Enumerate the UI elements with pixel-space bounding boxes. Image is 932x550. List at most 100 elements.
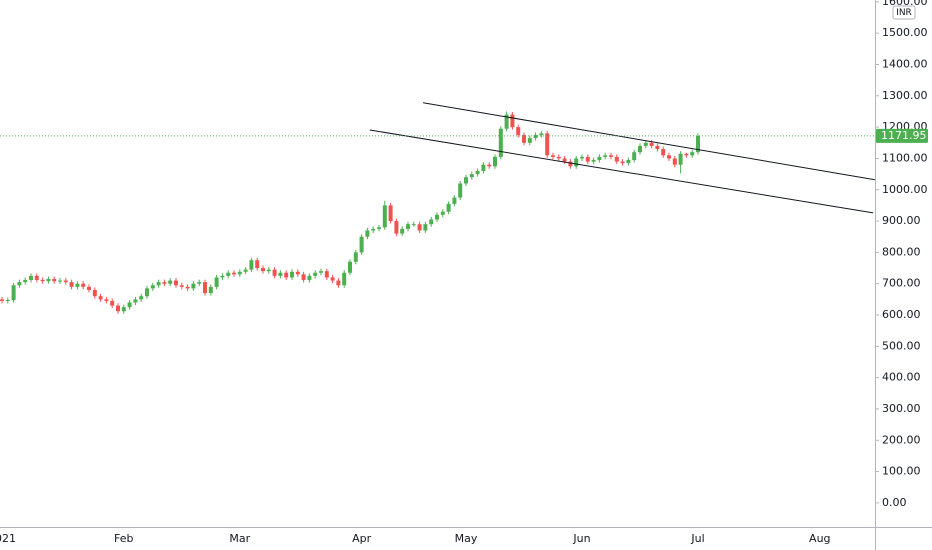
candle-body [458,183,463,198]
candle-body [272,269,277,276]
x-tick-label: Feb [114,532,133,545]
candle-body [295,271,300,275]
candle-body [603,155,608,157]
y-tick-label: 800.00 [882,245,921,258]
candle-body [556,156,561,159]
candle-body [34,275,39,280]
candle-body [626,160,631,164]
candle-body [539,133,544,135]
y-tick-label: 600.00 [882,308,921,321]
candle-body [510,114,515,128]
y-tick-label: 200.00 [882,433,921,446]
candle-body [330,277,335,281]
candle-body [655,145,660,150]
candle-body [168,280,173,284]
candle-body [214,277,219,287]
candle-body [452,197,457,204]
candle-body [243,269,248,272]
y-tick-label: 1000.00 [882,183,928,196]
candle-body [232,272,236,275]
candle-body [678,153,683,165]
candle-body [52,279,57,282]
y-tick-label: 100.00 [882,465,921,478]
candle-body [377,227,381,229]
candle-body [585,156,590,162]
candle-body [75,283,80,287]
y-tick-label: 500.00 [882,339,921,352]
y-tick-label: 300.00 [882,402,921,415]
candle-body [92,289,97,297]
y-tick-label: 900.00 [882,214,921,227]
candle-body [174,280,178,286]
candle-body [498,128,503,157]
candle-body [23,279,28,283]
candle-body [533,134,538,139]
candle-body [342,272,347,286]
candle-body [551,155,555,157]
y-tick-label: 400.00 [882,371,921,384]
x-tick-label: May [455,532,478,545]
candle-body [475,170,480,175]
candle-body [609,155,613,157]
y-tick-label: 1600.00 [882,0,928,8]
candle-body [672,158,677,165]
x-tick-label: Mar [229,532,250,545]
y-tick-label: 700.00 [882,277,921,290]
candle-body [11,285,16,300]
candle-body [400,228,405,234]
candle-body [17,282,22,286]
candle-body [516,127,521,135]
candle-body [545,133,550,156]
candle-body [133,299,138,303]
y-tick-label: 1100.00 [882,151,928,164]
candle-body [336,280,341,286]
x-tick-label: 2021 [0,532,16,545]
candle-body [504,114,509,129]
candle-body [150,285,155,289]
candle-body [446,203,451,212]
y-tick-label: 0.00 [882,496,907,509]
candle-body [487,164,492,167]
candle-body [649,142,654,146]
candle-body [493,156,497,167]
candle-body [388,205,393,222]
candle-body [98,296,103,300]
candle-body [638,145,642,153]
candle-body [684,153,689,156]
currency-box [892,5,916,20]
y-tick-label: 1400.00 [882,58,928,71]
candle-body [382,205,387,228]
candle-body [371,228,376,231]
candle-body [643,142,648,146]
candle-body [614,156,619,162]
candle-body [365,230,370,237]
candle-body [110,300,115,306]
candle-body [591,160,596,162]
candle-body [208,286,213,294]
candle-body [313,272,318,276]
candle-body [197,282,202,284]
y-tick-label: 1500.00 [882,26,928,39]
candle-body [185,286,190,289]
candle-body [464,177,468,184]
candle-body [307,275,312,280]
candle-body [527,138,532,143]
x-tick-label: Jun [572,532,590,545]
trend-line [369,129,874,214]
candle-body [156,282,161,286]
candle-body [469,174,474,178]
candle-body [632,152,637,161]
candle-body [179,285,184,287]
candle-body [667,155,671,159]
candle-body [435,214,439,220]
candle-body [417,224,422,231]
y-tick-label: 1300.00 [882,89,928,102]
last-price-box [876,128,928,143]
candle-body [0,299,4,301]
candle-body [203,282,207,294]
x-tick-label: Aug [809,532,830,545]
candle-body [139,296,144,300]
candle-body [249,260,254,270]
